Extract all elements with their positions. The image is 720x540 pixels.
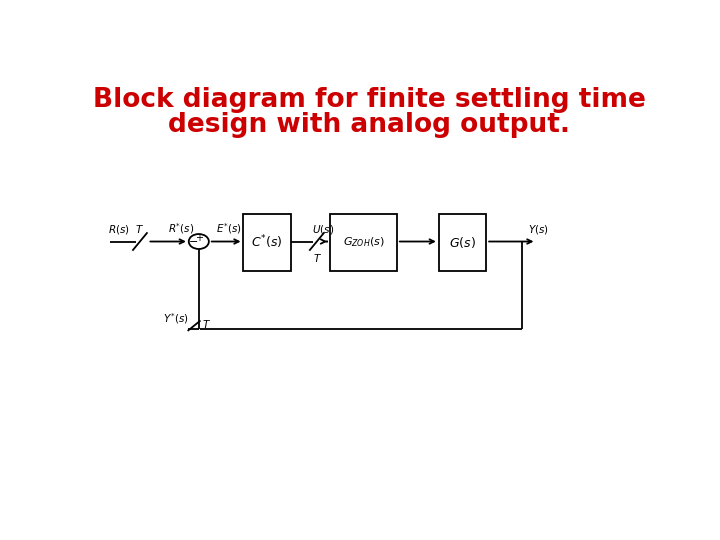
Text: $T$: $T$ (313, 252, 323, 264)
Text: $G_{ZOH}(s)$: $G_{ZOH}(s)$ (343, 236, 384, 249)
Text: $C^{*}(s)$: $C^{*}(s)$ (251, 234, 283, 251)
Text: −: − (189, 237, 198, 247)
Bar (330, 214, 397, 271)
Text: $T$: $T$ (202, 318, 211, 330)
Text: $R(s)$: $R(s)$ (109, 222, 130, 235)
Text: Block diagram for finite settling time: Block diagram for finite settling time (93, 87, 645, 113)
Text: $T$: $T$ (135, 223, 144, 235)
Text: +: + (195, 233, 203, 243)
Text: $G(s)$: $G(s)$ (449, 235, 476, 250)
Text: $Y(s)$: $Y(s)$ (528, 222, 549, 235)
Text: $E^{*}(s)$: $E^{*}(s)$ (215, 221, 241, 237)
Text: $Y^{*}(s)$: $Y^{*}(s)$ (163, 311, 188, 326)
Text: design with analog output.: design with analog output. (168, 112, 570, 138)
Text: $R^{*}(s)$: $R^{*}(s)$ (168, 221, 194, 237)
Bar (438, 214, 486, 271)
Text: $U(s)$: $U(s)$ (312, 222, 333, 235)
Bar (243, 214, 291, 271)
